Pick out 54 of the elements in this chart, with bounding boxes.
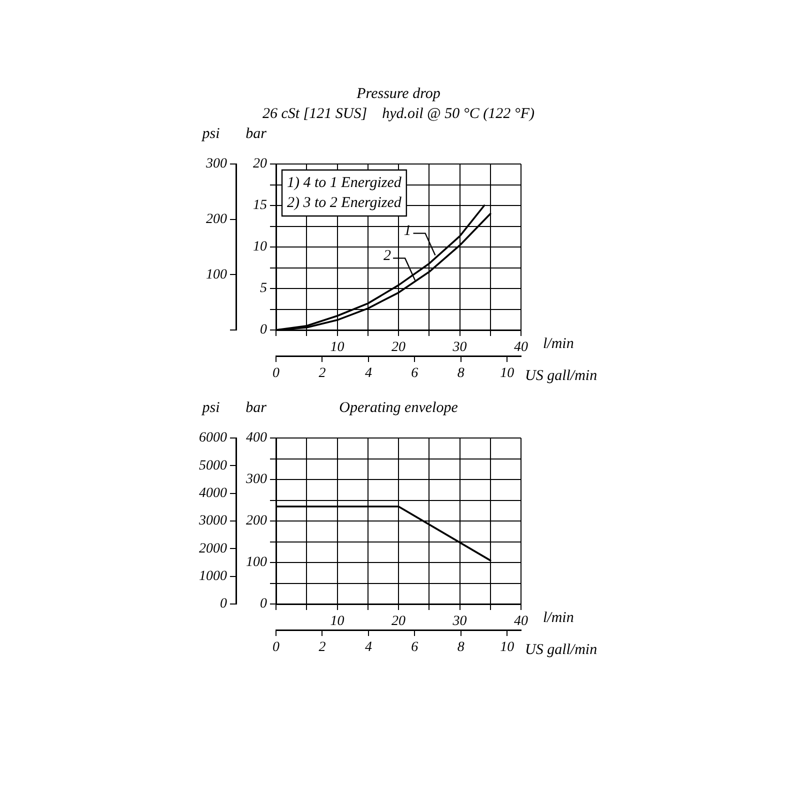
y-tick-label: 0	[260, 596, 267, 612]
x2-axis-title: US gall/min	[525, 642, 598, 658]
x2-tick-label: 0	[272, 366, 280, 382]
annotation: 2) 3 to 2 Energized	[287, 194, 402, 211]
x2-axis-title: US gall/min	[525, 368, 598, 384]
y-axis-title: bar	[246, 400, 267, 416]
y2-tick-label: 0	[220, 596, 227, 612]
y2-tick-label: 5000	[199, 458, 227, 474]
x2-tick-label: 10	[500, 640, 514, 656]
x2-tick-label: 8	[457, 366, 464, 382]
y2-tick-label: 200	[206, 212, 227, 228]
y2-axis-title: psi	[201, 126, 220, 142]
x2-tick-label: 4	[364, 366, 372, 382]
y2-tick-label: 4000	[199, 486, 227, 502]
x-tick-label: 40	[514, 614, 528, 630]
y-tick-label: 20	[253, 156, 267, 172]
x-tick-label: 20	[392, 340, 406, 356]
y2-tick-label: 1000	[199, 569, 227, 584]
x2-tick-label: 6	[411, 640, 418, 656]
y2-tick-label: 6000	[199, 430, 227, 446]
y-tick-label: 15	[253, 198, 267, 214]
chart-title: Operating envelope	[339, 400, 458, 416]
y-tick-label: 0	[260, 322, 267, 338]
x2-tick-label: 6	[411, 366, 418, 382]
y2-tick-label: 2000	[199, 541, 227, 556]
x-tick-label: 30	[452, 614, 467, 630]
y2-tick-label: 300	[205, 156, 227, 172]
y2-tick-label: 3000	[198, 514, 227, 529]
y-tick-label: 400	[246, 430, 267, 446]
x-tick-label: 10	[330, 614, 344, 630]
x2-tick-label: 10	[500, 366, 514, 382]
y-tick-label: 10	[253, 240, 267, 255]
y-tick-label: 5	[260, 281, 267, 296]
x2-tick-label: 8	[457, 640, 464, 656]
annotation: 1) 4 to 1 Energized	[287, 174, 402, 191]
y2-tick-label: 100	[206, 267, 227, 282]
x-tick-label: 10	[330, 340, 344, 356]
chart-subtitle: 26 cSt [121 SUS] hyd.oil @ 50 °C (122 °F)	[262, 106, 535, 122]
x-tick-label: 30	[452, 340, 467, 356]
x-tick-label: 20	[392, 614, 406, 630]
x2-tick-label: 2	[318, 640, 326, 656]
x2-tick-label: 2	[318, 366, 326, 382]
chart-title: Pressure drop	[356, 86, 441, 102]
y-tick-label: 200	[246, 514, 267, 529]
y-tick-label: 100	[246, 555, 267, 570]
y-tick-label: 300	[245, 472, 267, 488]
x2-tick-label: 0	[272, 640, 280, 656]
x-axis-title: l/min	[543, 610, 574, 626]
x-axis-title: l/min	[543, 336, 574, 352]
y2-axis-title: psi	[201, 400, 220, 416]
y-axis-title: bar	[246, 126, 267, 142]
x-tick-label: 40	[514, 340, 528, 356]
x2-tick-label: 4	[364, 640, 372, 656]
annotation: 2	[384, 248, 392, 264]
